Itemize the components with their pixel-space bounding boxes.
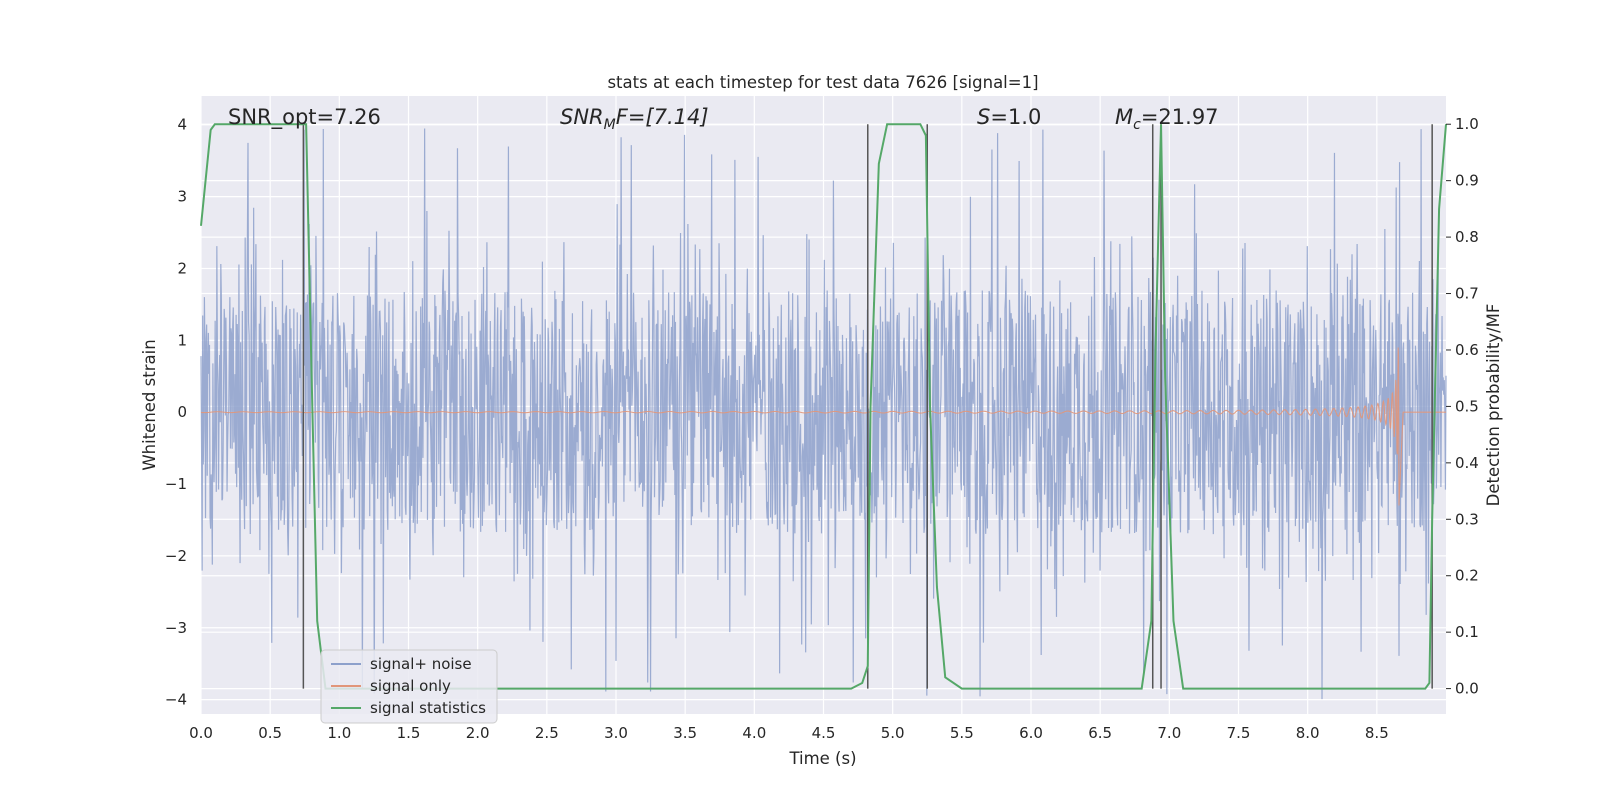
legend-label-signal: signal only: [370, 677, 451, 695]
signal-only-line: [200, 347, 1446, 506]
y2-tick-label: 0.4: [1455, 454, 1479, 472]
y-tick-label: 4: [177, 116, 187, 134]
y2-tick-label: 0.8: [1455, 228, 1479, 246]
x-tick-label: 4.5: [812, 724, 836, 742]
x-axis-ticks: 0.0 0.5 1.0 1.5 2.0 2.5 3.0 3.5 4.0 4.5 5.0 5.5 6.0 6…: [189, 724, 1389, 742]
legend-label-stats: signal statistics: [370, 699, 486, 717]
x-tick-label: 6.5: [1088, 724, 1112, 742]
legend: signal+ noise signal only signal statist…: [320, 649, 498, 724]
y2-axis-ticks: 1.0 0.9 0.8 0.7 0.6 0.5 0.4 0.3 0.2 0.1 0.0: [1446, 115, 1479, 698]
x-tick-label: 3.0: [604, 724, 628, 742]
y-tick-label: 2: [177, 259, 187, 277]
legend-box: [320, 649, 498, 724]
y-axis-label: Whitened strain: [140, 339, 159, 470]
x-tick-label: 5.5: [950, 724, 974, 742]
x-tick-label: 6.0: [1019, 724, 1043, 742]
x-tick-label: 7.0: [1157, 724, 1181, 742]
y2-tick-label: 0.1: [1455, 623, 1479, 641]
y-tick-label: −2: [165, 547, 187, 565]
annotation-snr-opt: SNR_opt=7.26: [228, 105, 381, 130]
y2-tick-label: 0.7: [1455, 285, 1479, 303]
y-tick-label: −3: [165, 619, 187, 637]
y2-tick-label: 0.3: [1455, 510, 1479, 528]
x-tick-label: 5.0: [881, 724, 905, 742]
annotation-s-stat: S=1.0: [977, 105, 1041, 129]
series-signal-statistics: [200, 123, 1447, 690]
x-tick-label: 7.5: [1227, 724, 1251, 742]
y-axis-ticks: 4 3 2 1 0 −1 −2 −3 −4: [165, 116, 187, 709]
series-signal-plus-noise: [200, 128, 1447, 700]
y2-axis-label: Detection probability/MF: [1484, 304, 1503, 507]
x-tick-label: 4.0: [742, 724, 766, 742]
y-tick-label: 3: [177, 188, 187, 206]
y2-tick-label: 0.0: [1455, 680, 1479, 698]
x-tick-label: 8.0: [1296, 724, 1320, 742]
x-tick-label: 3.5: [673, 724, 697, 742]
y-tick-label: 1: [177, 331, 187, 349]
x-axis-label: Time (s): [788, 749, 856, 768]
signal-statistics-line: [200, 123, 1447, 690]
y2-tick-label: 0.2: [1455, 567, 1479, 585]
x-tick-label: 8.5: [1365, 724, 1389, 742]
y2-tick-label: 0.9: [1455, 172, 1479, 190]
x-tick-label: 2.0: [466, 724, 490, 742]
x-tick-label: 0.5: [258, 724, 282, 742]
y2-tick-label: 0.6: [1455, 341, 1479, 359]
x-tick-label: 0.0: [189, 724, 213, 742]
chart-title: stats at each timestep for test data 762…: [607, 73, 1038, 92]
annotation-mc: Mc=21.97: [1115, 105, 1219, 133]
y-tick-label: −1: [165, 475, 187, 493]
signal-plus-noise-line: [200, 128, 1447, 700]
annotation-snr-mf: SNRMF=[7.14]: [560, 105, 709, 133]
y-tick-label: 0: [177, 403, 187, 421]
series-signal-only: [200, 347, 1446, 506]
x-tick-label: 1.5: [397, 724, 421, 742]
y-tick-label: −4: [165, 691, 187, 709]
x-tick-label: 2.5: [535, 724, 559, 742]
y2-tick-label: 1.0: [1455, 115, 1479, 133]
legend-label-noise: signal+ noise: [370, 655, 472, 673]
x-tick-label: 1.0: [327, 724, 351, 742]
y2-tick-label: 0.5: [1455, 397, 1479, 415]
